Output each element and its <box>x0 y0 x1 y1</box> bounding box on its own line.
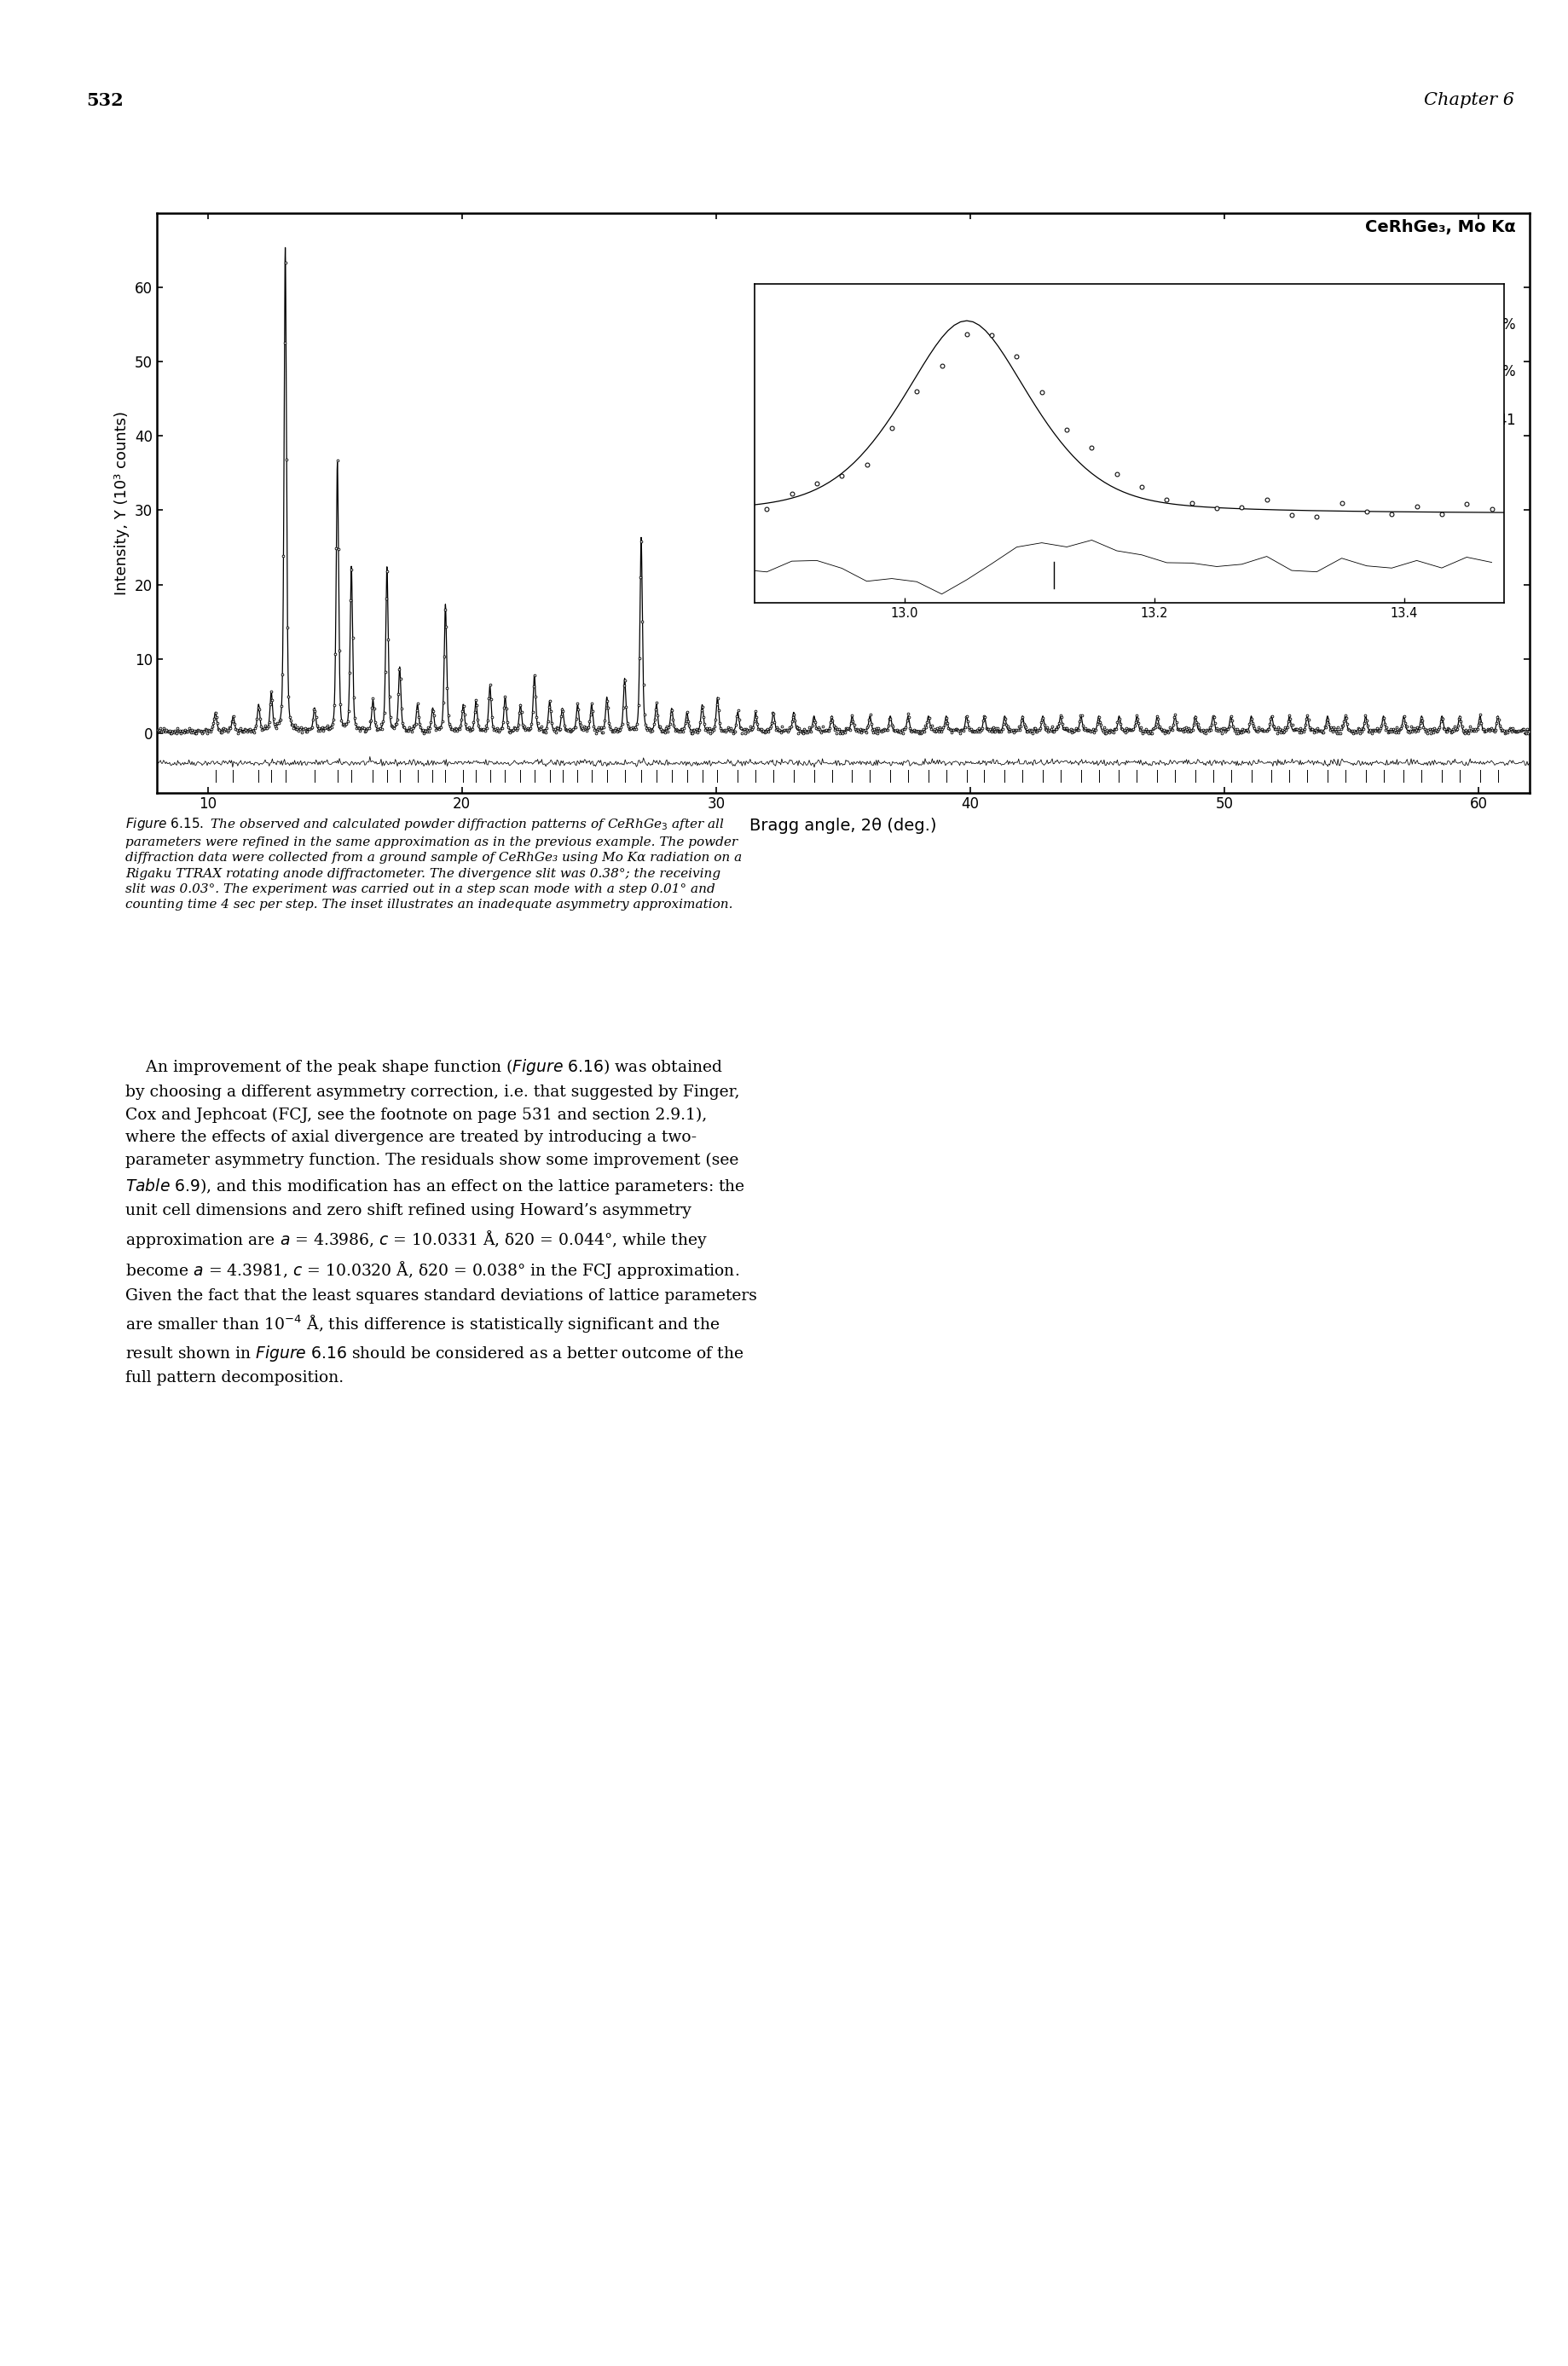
X-axis label: Bragg angle, 2θ (deg.): Bragg angle, 2θ (deg.) <box>750 819 936 835</box>
Text: 532: 532 <box>86 92 124 109</box>
Text: Chapter 6: Chapter 6 <box>1422 92 1513 109</box>
Text: $\it{Figure\ 6.15.}$ The observed and calculated powder diffraction patterns of : $\it{Figure\ 6.15.}$ The observed and ca… <box>125 816 742 911</box>
Y-axis label: Intensity, Y (10³ counts): Intensity, Y (10³ counts) <box>114 412 130 594</box>
Text: CeRhGe₃, Mo Kα: CeRhGe₃, Mo Kα <box>1364 218 1515 234</box>
Text: $R_p$   = 4.71 %: $R_p$ = 4.71 % <box>1419 317 1515 336</box>
Text: $\chi^2$   = 5.41: $\chi^2$ = 5.41 <box>1436 409 1515 431</box>
Text: An improvement of the peak shape function ($\it{Figure\ 6.16}$) was obtained
by : An improvement of the peak shape functio… <box>125 1058 757 1386</box>
Text: $R_{wp}$ = 6.87 %: $R_{wp}$ = 6.87 % <box>1419 364 1515 383</box>
